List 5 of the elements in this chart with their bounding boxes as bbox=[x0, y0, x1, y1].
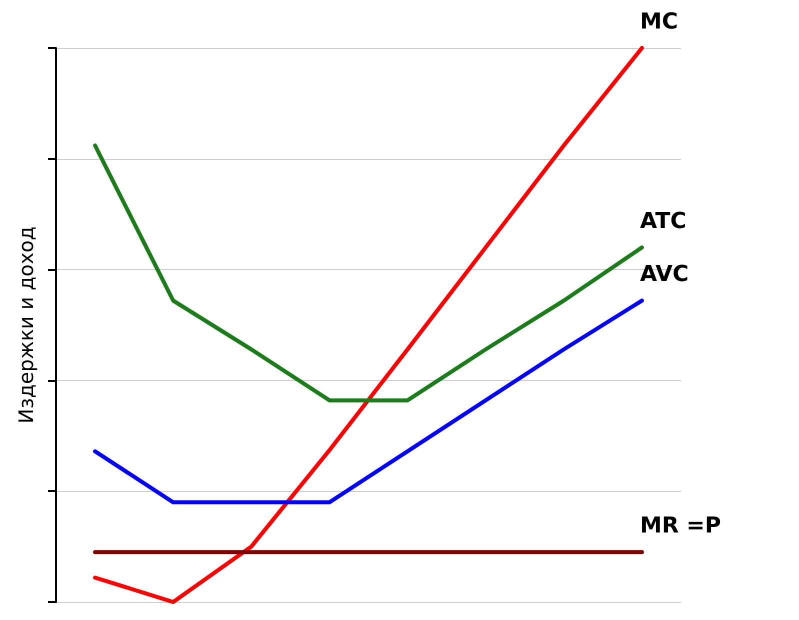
series-label: ATC bbox=[640, 208, 686, 234]
y-axis-title: Издержки и доход bbox=[14, 226, 38, 424]
series-label: MR =P bbox=[640, 514, 721, 539]
series-label: AVC bbox=[640, 262, 689, 288]
series-label: MC bbox=[640, 10, 678, 34]
